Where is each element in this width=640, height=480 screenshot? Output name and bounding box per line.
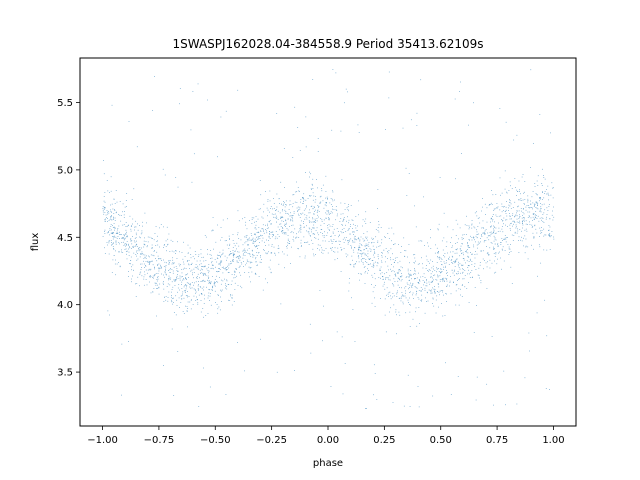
y-tick-label: 5.0: [57, 165, 73, 176]
y-tick-label: 5.5: [57, 98, 73, 109]
y-axis-label: flux: [30, 233, 41, 252]
x-tick-label: −0.75: [144, 435, 175, 446]
y-tick-label: 4.5: [57, 233, 73, 244]
x-tick-label: 0.25: [373, 435, 395, 446]
scatter-points: [102, 69, 555, 409]
x-axis: −1.00 −0.75 −0.50 −0.25 0.00 0.25 0.50 0.75 1.00: [87, 426, 565, 446]
data-points: [102, 69, 555, 409]
y-tick-label: 3.5: [57, 368, 73, 379]
y-tick-label: 4.0: [57, 300, 73, 311]
x-axis-label: phase: [313, 458, 343, 469]
x-tick-label: 0.00: [317, 435, 339, 446]
x-tick-label: 1.00: [542, 435, 564, 446]
x-tick-label: 0.50: [430, 435, 452, 446]
y-axis: 3.5 4.0 4.5 5.0 5.5: [57, 98, 80, 379]
x-tick-label: 0.75: [486, 435, 508, 446]
x-tick-label: −0.25: [256, 435, 287, 446]
x-tick-label: −0.50: [200, 435, 231, 446]
chart-title: 1SWASPJ162028.04-384558.9 Period 35413.6…: [172, 37, 483, 51]
x-tick-label: −1.00: [87, 435, 118, 446]
